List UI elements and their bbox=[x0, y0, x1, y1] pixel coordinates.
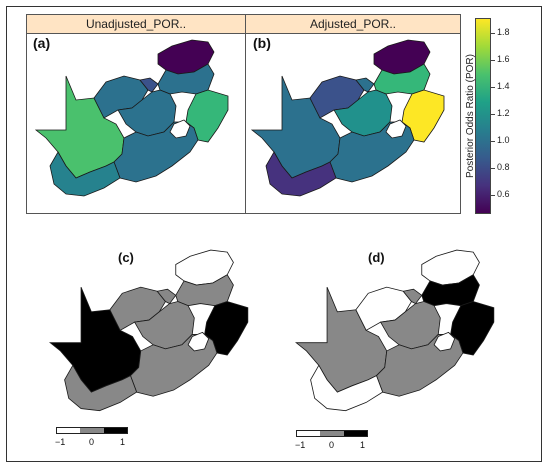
legend-d bbox=[296, 430, 368, 437]
colorbar-tick-label: 0.6 bbox=[497, 189, 510, 199]
panel-b-label: (b) bbox=[253, 35, 271, 51]
region-northwest bbox=[309, 75, 365, 119]
panel-c-label: (c) bbox=[118, 250, 134, 265]
region-westerncape bbox=[310, 364, 384, 412]
colorbar-title: Posterior Odds Ratio (POR) bbox=[465, 54, 476, 178]
figure-frame bbox=[6, 6, 542, 462]
colorbar-tick-label: 1.2 bbox=[497, 108, 510, 118]
colorbar bbox=[475, 18, 491, 214]
map-unadjusted bbox=[34, 39, 229, 197]
region-northwest bbox=[109, 286, 166, 331]
colorbar-tick-mark bbox=[491, 60, 495, 61]
region-gauteng bbox=[156, 288, 177, 305]
colorbar-tick-label: 0.8 bbox=[497, 162, 510, 172]
colorbar-tick-mark bbox=[491, 195, 495, 196]
region-westerncape bbox=[64, 364, 138, 412]
legend-swatch bbox=[320, 431, 344, 436]
region-northwest bbox=[355, 286, 412, 331]
region-lesotho bbox=[385, 119, 407, 139]
region-kzn bbox=[401, 89, 445, 143]
map-adjusted bbox=[250, 39, 445, 197]
panel-a-label: (a) bbox=[33, 35, 51, 51]
legend-c-label-0: 0 bbox=[89, 437, 95, 447]
legend-swatch bbox=[103, 428, 127, 433]
colorbar-tick-mark bbox=[491, 114, 495, 115]
region-lesotho bbox=[433, 331, 456, 352]
map-c bbox=[49, 249, 249, 412]
colorbar-tick-label: 1.4 bbox=[497, 81, 510, 91]
legend-swatch bbox=[297, 431, 321, 436]
legend-swatch bbox=[343, 431, 367, 436]
region-kzn bbox=[204, 301, 249, 356]
legend-c bbox=[56, 427, 128, 434]
colorbar-tick-mark bbox=[491, 87, 495, 88]
adjusted-strip: Adjusted_POR.. bbox=[246, 15, 460, 34]
region-northwest bbox=[93, 75, 149, 119]
region-kzn bbox=[185, 89, 229, 143]
unadjusted-strip: Unadjusted_POR.. bbox=[27, 15, 245, 34]
region-gauteng bbox=[402, 288, 423, 305]
legend-swatch bbox=[57, 428, 81, 433]
region-lesotho bbox=[187, 331, 210, 352]
colorbar-tick-mark bbox=[491, 141, 495, 142]
colorbar-tick-mark bbox=[491, 33, 495, 34]
legend-d-label-0: 0 bbox=[329, 440, 335, 450]
panel-d-label: (d) bbox=[368, 250, 385, 265]
legend-swatch bbox=[80, 428, 104, 433]
map-d bbox=[295, 249, 495, 412]
region-lesotho bbox=[169, 119, 191, 139]
legend-c-label-neg1: −1 bbox=[55, 437, 66, 447]
region-westerncape bbox=[265, 151, 337, 197]
region-westerncape bbox=[49, 151, 121, 197]
colorbar-tick-label: 1.0 bbox=[497, 135, 510, 145]
colorbar-tick-mark bbox=[491, 168, 495, 169]
panel-divider bbox=[245, 15, 246, 213]
colorbar-tick-label: 1.8 bbox=[497, 27, 510, 37]
region-gauteng bbox=[139, 77, 159, 93]
legend-d-label-neg1: −1 bbox=[295, 440, 306, 450]
colorbar-tick-label: 1.6 bbox=[497, 54, 510, 64]
legend-c-label-1: 1 bbox=[120, 437, 126, 447]
region-kzn bbox=[450, 301, 495, 356]
region-gauteng bbox=[355, 77, 375, 93]
legend-d-label-1: 1 bbox=[360, 440, 366, 450]
